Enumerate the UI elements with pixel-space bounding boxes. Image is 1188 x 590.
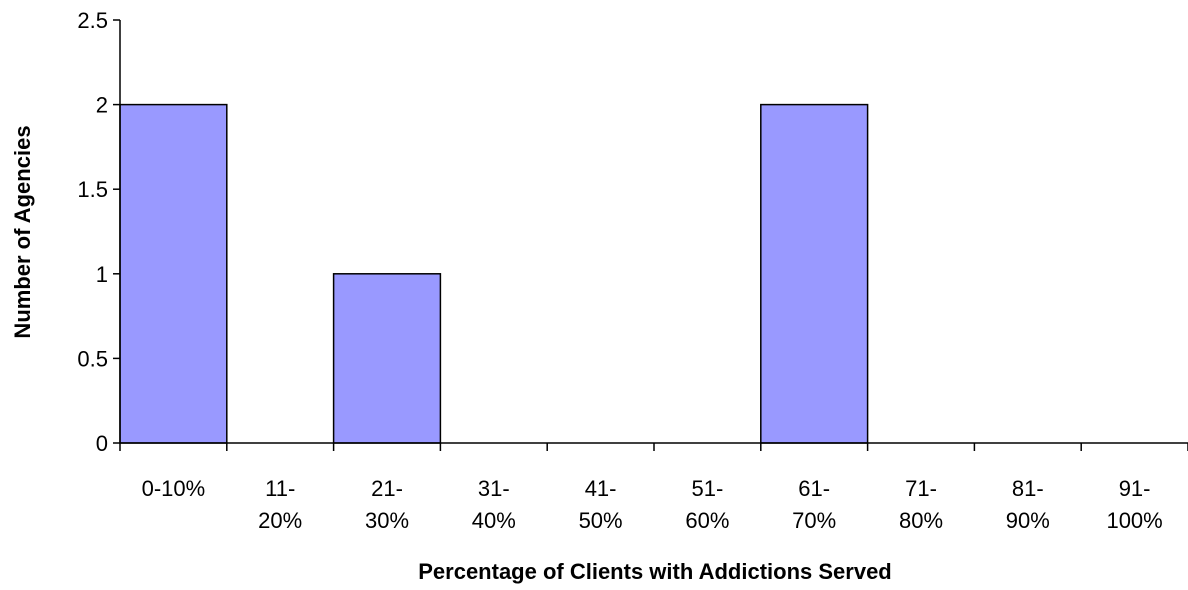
y-tick-label: 1 bbox=[96, 262, 108, 287]
x-tick-label: 61- bbox=[798, 476, 830, 501]
bar-0 bbox=[119, 103, 228, 444]
x-tick-label: 71- bbox=[905, 476, 937, 501]
x-tick-label: 100% bbox=[1106, 508, 1162, 533]
y-tick-label: 2.5 bbox=[77, 8, 108, 33]
y-tick-label: 0 bbox=[96, 431, 108, 456]
x-tick-label: 30% bbox=[365, 508, 409, 533]
y-tick-labels: 0 0.5 1 1.5 2 2.5 bbox=[77, 8, 108, 456]
x-tick-label: 41- bbox=[585, 476, 617, 501]
y-axis-title: Number of Agencies bbox=[10, 125, 35, 338]
x-tick-label: 51- bbox=[692, 476, 724, 501]
x-tick-label: 20% bbox=[258, 508, 302, 533]
x-tick-label: 11- bbox=[265, 476, 295, 501]
x-tick-label: 31- bbox=[478, 476, 510, 501]
x-tick-label: 81- bbox=[1012, 476, 1044, 501]
x-tick-label: 40% bbox=[472, 508, 516, 533]
y-tick-label: 2 bbox=[96, 93, 108, 118]
bar-2 bbox=[332, 273, 442, 444]
x-axis-title: Percentage of Clients with Addictions Se… bbox=[418, 559, 892, 584]
x-tick-label: 0-10% bbox=[142, 476, 206, 501]
x-tick-labels: 0-10% 11- 20% 21- 30% 31- 40% 41- 50% 51- 60% 61- 70… bbox=[142, 476, 1163, 533]
bar-6 bbox=[760, 103, 869, 444]
x-tick-label: 60% bbox=[685, 508, 729, 533]
y-tick-label: 0.5 bbox=[77, 346, 108, 371]
axes-group bbox=[113, 19, 1188, 451]
x-tick-label: 21- bbox=[371, 476, 403, 501]
bars-group bbox=[119, 103, 869, 444]
x-tick-label: 70% bbox=[792, 508, 836, 533]
x-tick-label: 50% bbox=[579, 508, 623, 533]
y-tick-label: 1.5 bbox=[77, 177, 108, 202]
x-tick-label: 80% bbox=[899, 508, 943, 533]
x-tick-label: 90% bbox=[1006, 508, 1050, 533]
x-tick-label: 91- bbox=[1119, 476, 1151, 501]
